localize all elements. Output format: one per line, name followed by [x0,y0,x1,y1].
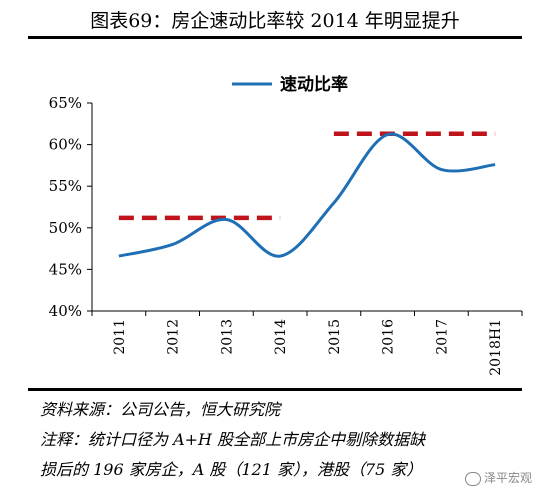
chart-title: 图表69：房企速动比率较 2014 年明显提升 [90,10,460,32]
source-note: 资料来源：公司公告，恒大研究院 [40,400,281,419]
notes-block: 资料来源：公司公告，恒大研究院 注释：统计口径为 A+H 股全部上市房企中剔除数… [40,395,530,485]
legend-label: 速动比率 [280,74,348,95]
wechat-icon [464,471,481,486]
x-tick-label: 2014 [273,319,289,355]
y-tick-label: 60% [49,136,82,154]
remark-line-2: 损后的 196 家房企，A 股（121 家），港股（75 家） [40,460,423,479]
x-tick-label: 2017 [434,319,450,355]
watermark-text: 泽平宏观 [483,471,532,485]
y-tick-label: 55% [49,177,82,195]
x-tick-label: 2015 [327,319,343,355]
legend: 速动比率 [232,74,348,95]
x-tick-label: 2012 [166,319,182,355]
reference-lines [118,131,496,221]
watermark: 泽平宏观 [464,469,532,486]
series-lines [118,132,496,258]
series-line [118,132,496,258]
y-tick-label: 40% [49,302,82,320]
line-chart: 40% 45% 50% 55% 60% 65% 2011 2012 2013 2014 2015 20… [49,74,523,376]
y-tick-label: 50% [49,219,82,237]
bottom-rule [28,388,522,391]
x-tick-label: 2018H1 [488,319,504,376]
remark-line-1: 注释：统计口径为 A+H 股全部上市房企中剔除数据缺 [40,430,426,449]
x-tick-label: 2011 [112,319,128,355]
y-tick-label: 45% [49,260,82,278]
x-tick-label: 2016 [381,319,397,355]
top-rule [28,36,522,39]
y-tick-label: 65% [49,94,82,112]
x-tick-label: 2013 [219,319,235,355]
chart-axes: 40% 45% 50% 55% 60% 65% 2011 2012 2013 2014 2015 20… [49,94,523,376]
